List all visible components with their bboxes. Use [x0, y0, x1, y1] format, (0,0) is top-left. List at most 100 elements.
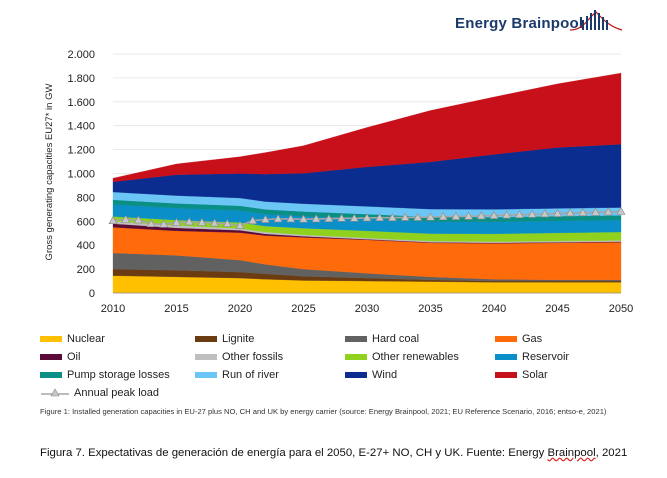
legend-item-reservoir: Reservoir	[495, 348, 569, 366]
peak-load-marker	[400, 212, 410, 221]
peak-load-marker	[210, 218, 220, 227]
legend-line-swatch	[41, 388, 69, 397]
legend-label: Hard coal	[372, 333, 420, 345]
peak-load-marker	[235, 220, 245, 229]
legend-label: Reservoir	[522, 351, 570, 363]
y-tick-label: 1.400	[67, 121, 95, 133]
peak-load-marker	[121, 214, 131, 223]
peak-load-marker	[159, 219, 169, 228]
legend-item-nuclear: Nuclear	[40, 330, 105, 348]
x-tick-label: 2035	[418, 303, 442, 315]
legend-label: Nuclear	[67, 333, 105, 345]
x-tick-label: 2025	[291, 303, 315, 315]
peak-load-marker	[413, 212, 423, 221]
legend-label: Other fossils	[222, 351, 284, 363]
capacity-chart: 0 200 400 600 800 1.000 1.200 1.400 1.600 1.800 2.…	[44, 49, 633, 315]
legend-label: Lignite	[222, 333, 255, 345]
peak-load-marker	[273, 214, 283, 223]
x-tick-label: 2010	[101, 303, 125, 315]
chart-stacked-areas	[112, 72, 622, 294]
peak-load-marker	[464, 211, 474, 220]
peak-load-marker	[286, 214, 296, 223]
legend-swatch	[195, 336, 217, 342]
figure-text-underlined: Brainpool	[547, 447, 596, 459]
legend-label: Annual peak load	[74, 387, 160, 399]
peak-load-marker	[502, 210, 512, 219]
y-tick-label: 0	[89, 288, 95, 300]
peak-load-marker	[451, 211, 461, 220]
peak-load-line	[108, 206, 626, 229]
y-tick-label: 600	[77, 216, 95, 228]
legend-label: Pump storage losses	[67, 369, 170, 381]
figure-text-main: Figura 7. Expectativas de generación de …	[40, 447, 548, 459]
legend-item-hard-coal: Hard coal	[345, 330, 419, 348]
peak-load-marker	[248, 216, 258, 225]
peak-load-marker	[514, 210, 524, 219]
brand-name: Energy Brainpool	[455, 15, 584, 32]
peak-load-marker	[311, 214, 321, 223]
legend-swatch	[345, 336, 367, 342]
legend-label: Run of river	[222, 369, 279, 381]
y-tick-label: 1.200	[67, 145, 95, 157]
area-solar	[112, 72, 622, 183]
y-tick-label: 1.000	[67, 169, 95, 181]
legend-item-other-fossils: Other fossils	[195, 348, 283, 366]
peak-load-marker	[603, 207, 613, 216]
peak-load-marker	[375, 213, 385, 222]
legend-item-lignite: Lignite	[195, 330, 254, 348]
y-tick-label: 400	[77, 240, 95, 252]
legend-swatch	[495, 336, 517, 342]
figure-text-tail: , 2021	[595, 447, 628, 459]
peak-load-marker	[552, 208, 563, 217]
peak-load-marker	[489, 210, 499, 219]
legend-swatch	[40, 372, 62, 378]
chart-legend: Nuclear Lignite Hard coal Gas Oil Other fossi…	[40, 330, 640, 400]
chart-axes: 0 200 400 600 800 1.000 1.200 1.400 1.600 1.800 2.…	[67, 49, 633, 315]
peak-load-marker	[324, 214, 334, 222]
legend-item-wind: Wind	[345, 366, 397, 384]
x-tick-label: 2030	[355, 303, 379, 315]
legend-swatch	[345, 372, 367, 378]
legend-label: Oil	[67, 351, 81, 363]
peak-load-marker	[540, 209, 550, 218]
legend-swatch	[195, 372, 217, 378]
x-tick-label: 2020	[228, 303, 252, 315]
peak-load-marker	[146, 219, 156, 227]
peak-load-marker	[337, 213, 347, 222]
legend-swatch	[495, 372, 517, 378]
x-tick-label: 2050	[609, 303, 633, 315]
legend-item-solar: Solar	[495, 366, 548, 384]
peak-load-marker	[133, 215, 143, 224]
peak-load-marker	[222, 219, 232, 227]
city-skyline-icon	[569, 10, 623, 31]
peak-load-marker	[527, 209, 537, 218]
x-tick-label: 2045	[545, 303, 569, 315]
peak-load-marker	[476, 211, 486, 220]
peak-load-marker	[184, 217, 194, 226]
figure-caption: Figure 1: Installed generation capacitie…	[40, 407, 607, 416]
legend-item-oil: Oil	[40, 348, 80, 366]
peak-load-marker	[298, 214, 309, 223]
peak-load-marker	[438, 212, 448, 221]
y-tick-label: 800	[77, 192, 95, 204]
peak-load-marker	[565, 208, 575, 217]
legend-swatch	[495, 354, 517, 360]
legend-item-other-renewables: Other renewables	[345, 348, 459, 366]
x-tick-label: 2040	[482, 303, 506, 315]
peak-load-marker	[108, 216, 118, 225]
y-tick-label: 200	[77, 264, 95, 276]
peak-load-marker	[387, 213, 397, 222]
y-tick-label: 1.800	[67, 73, 95, 85]
legend-item-pump-storage-losses: Pump storage losses	[40, 366, 170, 384]
y-axis-label: Gross generating capacities EU27* in GW	[44, 84, 55, 261]
peak-load-marker	[197, 217, 207, 226]
legend-label: Gas	[522, 333, 543, 345]
legend-label: Solar	[522, 369, 548, 381]
legend-item-annual-peak-load: Annual peak load	[40, 384, 159, 402]
y-tick-label: 1.600	[67, 97, 95, 109]
legend-item-gas: Gas	[495, 330, 542, 348]
figure-text: Figura 7. Expectativas de generación de …	[40, 447, 627, 459]
legend-swatch	[195, 354, 217, 360]
x-tick-label: 2015	[164, 303, 188, 315]
peak-load-marker	[349, 213, 359, 222]
